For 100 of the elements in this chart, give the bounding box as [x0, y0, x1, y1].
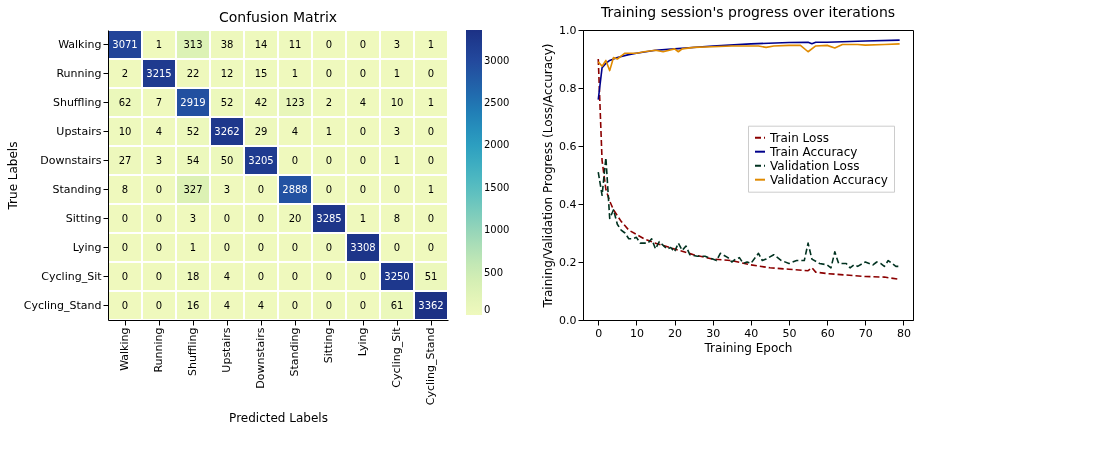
x-tick-label: 30	[706, 326, 721, 340]
data-label: 2888	[282, 183, 308, 195]
data-label: 0	[427, 241, 435, 253]
data-label: 2	[121, 67, 129, 79]
data-label: 10	[390, 96, 404, 108]
y-tick-label: Cycling_Sit	[41, 269, 103, 283]
y-tick-label: 0.0	[559, 313, 577, 327]
legend-label: Train Loss	[769, 130, 829, 145]
data-label: 0	[291, 154, 299, 166]
data-label: 3262	[214, 125, 240, 137]
data-label: 4	[257, 299, 265, 311]
data-label: 0	[427, 154, 435, 166]
data-label: 0	[291, 270, 299, 282]
y-axis-title: True Labels	[5, 141, 20, 211]
data-label: 10	[118, 125, 132, 137]
legend-label: Validation Accuracy	[770, 172, 888, 187]
data-label: 0	[155, 241, 163, 253]
y-tick-label: Walking	[58, 37, 102, 51]
line-series	[597, 39, 901, 101]
data-label: 0	[257, 183, 265, 195]
x-tick-label: Standing	[288, 327, 301, 377]
data-label: 3205	[248, 154, 274, 166]
data-label: 3	[223, 183, 231, 195]
data-label: 3215	[146, 67, 172, 79]
x-tick-label: 20	[668, 326, 683, 340]
x-tick-label: Upstairs	[220, 327, 233, 373]
data-label: 3	[393, 38, 401, 50]
data-label: 0	[291, 241, 299, 253]
data-label: 0	[325, 154, 333, 166]
x-tick-label: Cycling_Stand	[424, 327, 437, 406]
x-tick-label: 0	[595, 326, 603, 340]
data-label: 0	[121, 270, 129, 282]
data-label: 1	[427, 96, 435, 108]
y-tick-label: Sitting	[65, 211, 102, 225]
data-label: 0	[121, 299, 129, 311]
data-label: 3285	[316, 212, 342, 224]
chart-title: Confusion Matrix	[218, 9, 338, 25]
data-label: 8	[393, 212, 401, 224]
y-tick-label: Lying	[72, 240, 102, 254]
x-tick-label: Downstairs	[254, 327, 267, 389]
data-label: 4	[223, 299, 231, 311]
data-label: 0	[257, 212, 265, 224]
y-tick-label: Cycling_Stand	[23, 298, 102, 312]
data-label: 4	[223, 270, 231, 282]
data-label: 3308	[350, 241, 376, 253]
color-bar-label: 2000	[484, 139, 510, 151]
y-tick-label: Standing	[52, 182, 102, 196]
data-label: 0	[325, 183, 333, 195]
y-tick-label: 0.4	[559, 197, 577, 211]
data-label: 0	[155, 270, 163, 282]
y-tick-label: 0.2	[559, 255, 577, 269]
data-label: 0	[359, 299, 367, 311]
x-tick-label: Cycling_Sit	[390, 326, 403, 388]
data-label: 27	[118, 154, 132, 166]
data-label: 54	[186, 154, 200, 166]
y-tick-label: 0.8	[559, 81, 577, 95]
data-label: 0	[223, 241, 231, 253]
data-label: 0	[155, 212, 163, 224]
x-tick-label: Lying	[356, 327, 369, 357]
y-tick-label: 1.0	[559, 23, 577, 37]
color-bar-label: 0	[484, 304, 491, 315]
data-label: 62	[118, 96, 132, 108]
data-label: 2919	[180, 96, 206, 108]
data-label: 1	[325, 125, 333, 137]
data-label: 20	[288, 212, 302, 224]
data-label: 1	[393, 154, 401, 166]
data-label: 313	[183, 38, 203, 50]
x-tick-label: Running	[152, 327, 165, 373]
x-tick-label: 80	[896, 326, 911, 340]
data-label: 3	[189, 212, 197, 224]
data-label: 4	[359, 96, 367, 108]
legend-label: Train Accuracy	[769, 144, 858, 159]
data-label: 3250	[384, 270, 410, 282]
data-label: 4	[155, 125, 163, 137]
data-label: 3362	[418, 299, 444, 311]
data-label: 0	[359, 154, 367, 166]
data-label: 18	[186, 270, 200, 282]
data-label: 1	[427, 183, 435, 195]
data-label: 327	[183, 183, 203, 195]
data-label: 52	[186, 125, 200, 137]
data-label: 4	[291, 125, 299, 137]
data-label: 15	[254, 67, 268, 79]
x-tick-label: 50	[782, 326, 797, 340]
data-label: 0	[359, 125, 367, 137]
data-label: 3071	[112, 38, 138, 50]
data-label: 2	[325, 96, 333, 108]
data-label: 11	[288, 38, 302, 50]
x-tick-label: 40	[744, 326, 759, 340]
color-bar-label: 2500	[484, 97, 510, 109]
data-label: 8	[121, 183, 129, 195]
x-tick-label: 10	[629, 326, 644, 340]
x-tick-label: Shuffling	[186, 327, 199, 377]
data-label: 14	[254, 38, 268, 50]
color-bar-label: 3000	[484, 54, 510, 66]
y-tick-label: Shuffling	[52, 95, 102, 109]
data-label: 0	[325, 38, 333, 50]
data-label: 1	[359, 212, 367, 224]
data-label: 0	[223, 212, 231, 224]
data-label: 38	[220, 38, 234, 50]
line-series	[597, 43, 901, 72]
